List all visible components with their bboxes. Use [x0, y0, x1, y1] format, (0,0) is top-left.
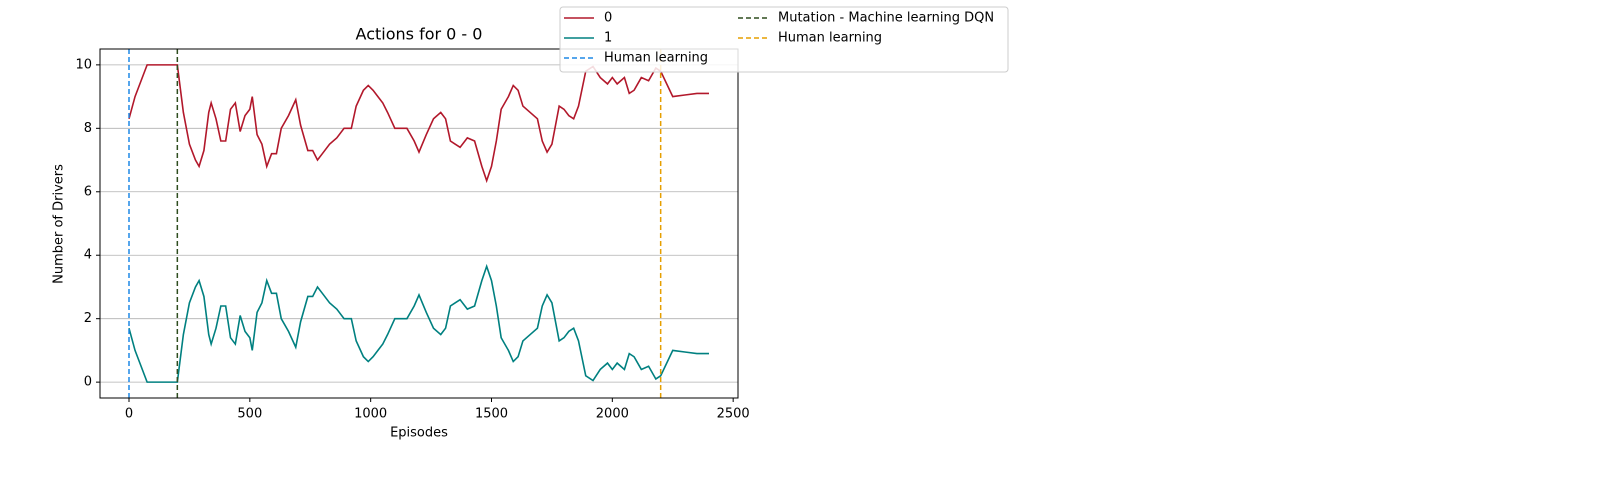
legend-box [559, 6, 1009, 73]
y-tick-label: 2 [84, 311, 92, 326]
y-tick-label: 6 [84, 184, 92, 199]
legend-label: 0 [604, 11, 612, 26]
series-line [128, 263, 709, 383]
x-tick-label: 1000 [354, 407, 387, 422]
x-tick-label: 1500 [475, 407, 508, 422]
x-tick-label: 0 [125, 407, 133, 422]
y-tick-label: 4 [84, 248, 92, 263]
y-tick-label: 10 [75, 57, 92, 72]
y-tick-label: 0 [84, 375, 92, 390]
legend-label: Human learning [778, 31, 882, 46]
legend-label: Mutation - Machine learning DQN [778, 11, 994, 26]
x-tick-label: 2000 [596, 407, 629, 422]
plot-frame [99, 48, 739, 399]
x-tick-label: 2500 [717, 407, 750, 422]
chart-title: Actions for 0 - 0 [356, 25, 483, 44]
legend-label: Human learning [604, 51, 708, 66]
legend-label: 1 [604, 31, 612, 46]
y-axis-label: Number of Drivers [52, 164, 67, 284]
x-tick-label: 500 [237, 407, 262, 422]
y-tick-label: 8 [84, 121, 92, 136]
x-axis-label: Episodes [390, 426, 448, 441]
legend: 0 1 Human learning Mutation - Machine learn… [559, 6, 1009, 73]
series-line [128, 64, 709, 184]
